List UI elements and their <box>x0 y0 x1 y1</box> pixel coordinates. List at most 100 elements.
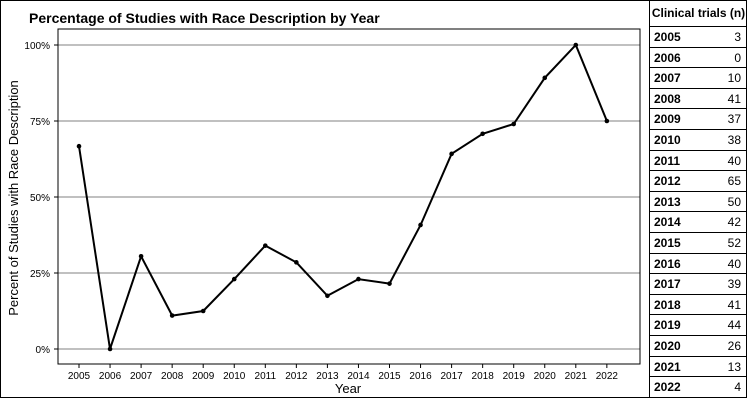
x-tick-label: 2013 <box>316 371 339 382</box>
year-cell: 2016 <box>654 256 681 271</box>
table-row: 2014 42 <box>650 212 747 233</box>
year-cell: 2020 <box>654 338 681 353</box>
table-row: 2009 37 <box>650 109 747 130</box>
count-cell: 4 <box>734 380 741 395</box>
clinical-trials-table: Clinical trials (n) 2005 3 2006 0 2007 10 2008… <box>649 0 747 398</box>
data-point <box>200 308 206 314</box>
table-row: 2013 50 <box>650 192 747 213</box>
grid-lines <box>58 44 640 350</box>
data-point <box>542 75 548 81</box>
x-axis-label: Year <box>335 381 362 396</box>
series-line <box>78 43 608 350</box>
x-tick-label: 2009 <box>192 371 215 382</box>
year-cell: 2019 <box>654 318 681 333</box>
data-point <box>356 276 361 282</box>
data-point <box>76 143 82 149</box>
y-tick-label: 25% <box>30 269 50 280</box>
table-row: 2018 41 <box>650 295 747 316</box>
data-point <box>573 42 579 48</box>
year-cell: 2005 <box>654 30 681 44</box>
count-cell: 26 <box>727 338 741 353</box>
year-cell: 2011 <box>654 153 681 168</box>
table-row: 2007 10 <box>650 68 747 89</box>
x-tick-label: 2006 <box>99 371 122 382</box>
x-tick-label: 2022 <box>596 371 619 382</box>
x-tick-label: 2016 <box>409 371 432 382</box>
data-point <box>231 276 237 282</box>
count-cell: 41 <box>727 297 741 312</box>
year-cell: 2017 <box>654 277 681 292</box>
count-cell: 40 <box>727 153 741 168</box>
year-cell: 2013 <box>654 194 681 209</box>
table-row: 2019 44 <box>650 315 747 336</box>
count-cell: 44 <box>727 318 741 333</box>
data-point <box>107 346 113 352</box>
year-cell: 2012 <box>654 174 681 189</box>
x-tick-label: 2021 <box>565 371 588 382</box>
year-cell: 2014 <box>654 215 681 230</box>
data-point <box>449 151 454 157</box>
data-point <box>511 121 516 127</box>
year-cell: 2009 <box>654 112 681 127</box>
table-row: 2022 4 <box>650 377 747 398</box>
count-cell: 42 <box>727 215 741 230</box>
count-cell: 37 <box>727 112 741 127</box>
x-tick-label: 2007 <box>130 371 153 382</box>
count-cell: 0 <box>734 50 741 65</box>
data-point <box>387 281 392 286</box>
data-point <box>294 260 299 265</box>
data-point <box>480 131 485 137</box>
x-tick-label: 2008 <box>161 371 184 382</box>
table-row: 2016 40 <box>650 254 747 275</box>
line-chart: Percentage of Studies with Race Descript… <box>6 10 641 396</box>
count-cell: 10 <box>727 71 741 86</box>
year-cell: 2018 <box>654 297 681 312</box>
y-tick-label: 0% <box>36 345 51 356</box>
x-tick-label: 2012 <box>285 371 308 382</box>
data-point <box>604 118 610 124</box>
data-point <box>138 253 144 259</box>
y-tick-label: 50% <box>30 193 50 204</box>
x-tick-label: 2014 <box>347 371 370 382</box>
table-row: 2017 39 <box>650 274 747 295</box>
data-point <box>169 313 175 318</box>
table-row: 2015 52 <box>650 233 747 254</box>
year-cell: 2006 <box>654 50 681 65</box>
count-cell: 41 <box>727 91 741 106</box>
count-cell: 50 <box>727 194 741 209</box>
data-point <box>325 293 330 299</box>
y-tick-label: 100% <box>24 41 50 52</box>
count-cell: 65 <box>727 174 741 189</box>
x-tick-label: 2010 <box>223 371 246 382</box>
count-cell: 40 <box>727 256 741 271</box>
count-cell: 39 <box>727 277 741 292</box>
x-tick-label: 2017 <box>440 371 463 382</box>
year-cell: 2015 <box>654 235 681 250</box>
x-tick-label: 2019 <box>503 371 526 382</box>
x-tick-label: 2015 <box>378 371 401 382</box>
year-cell: 2022 <box>654 380 681 395</box>
x-tick-label: 2018 <box>472 371 495 382</box>
table-body: 2005 3 2006 0 2007 10 2008 41 2009 37 2010 38 2011 40… <box>650 27 747 398</box>
table-row: 2008 41 <box>650 89 747 110</box>
year-cell: 2008 <box>654 91 681 106</box>
count-cell: 38 <box>727 132 741 147</box>
data-point <box>418 222 423 228</box>
x-tick-label: 2005 <box>68 371 91 382</box>
table-row: 2011 40 <box>650 151 747 172</box>
x-tick-label: 2020 <box>534 371 557 382</box>
x-tick-label: 2011 <box>255 371 277 382</box>
count-cell: 52 <box>727 235 741 250</box>
table-row: 2012 65 <box>650 171 747 192</box>
table-row: 2005 3 <box>650 27 747 48</box>
year-cell: 2007 <box>654 71 681 86</box>
x-tick-labels: 2005 2006 2007 2008 2009 2010 2011 2012 2013 2014… <box>68 364 619 382</box>
data-point <box>263 243 268 248</box>
table-row: 2010 38 <box>650 130 747 151</box>
data-points <box>76 42 610 352</box>
table-row: 2021 13 <box>650 357 747 378</box>
year-cell: 2021 <box>654 359 681 374</box>
year-cell: 2010 <box>654 132 681 147</box>
chart-title: Percentage of Studies with Race Descript… <box>29 10 380 26</box>
